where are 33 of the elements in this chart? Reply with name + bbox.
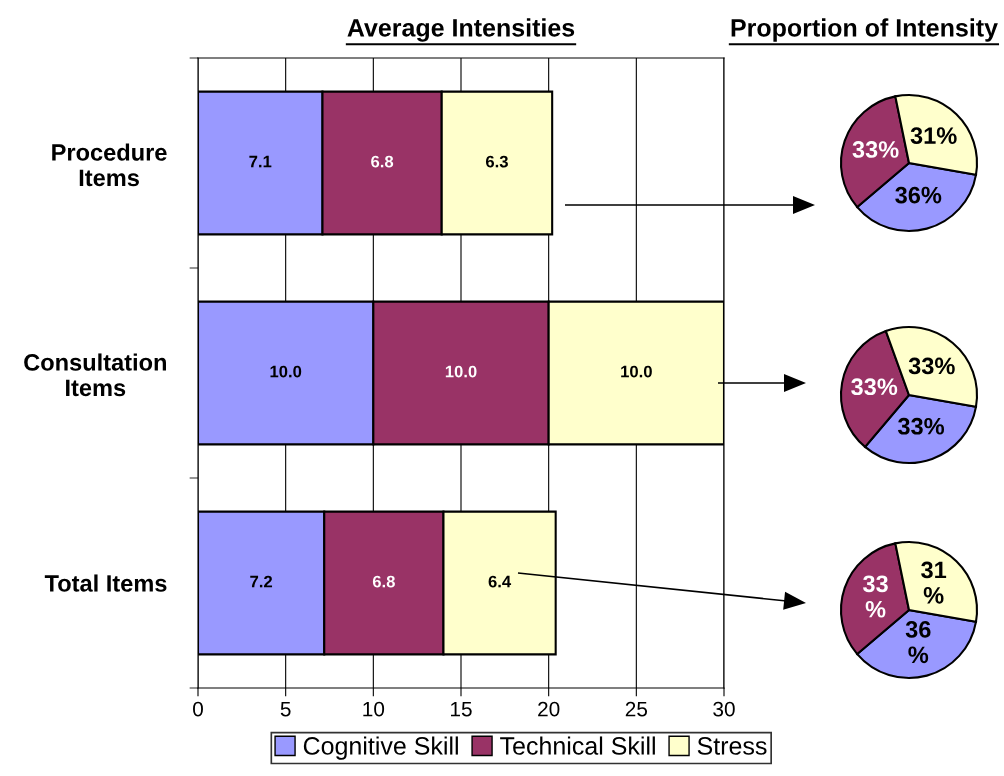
x-tick-label: 25 — [625, 701, 648, 717]
x-tick-label: 10 — [363, 701, 385, 717]
data-label: 6.8 — [371, 155, 394, 168]
data-label: 10.0 — [621, 365, 652, 378]
data-label: 33 % — [862, 575, 888, 618]
x-tick-label: 0 — [193, 701, 203, 717]
data-label: 31% — [910, 127, 957, 145]
x-tick-label: 30 — [713, 701, 735, 717]
chart-title: Average Intensities — [347, 18, 575, 42]
data-label: 7.1 — [249, 155, 272, 168]
y-tick-label: Procedure Items — [52, 143, 167, 187]
x-tick-label: 15 — [451, 701, 472, 717]
data-label: 10.0 — [445, 365, 477, 378]
data-label: 6.8 — [372, 575, 395, 588]
data-label: 33% — [908, 357, 955, 375]
legend-label: Stress — [697, 737, 767, 755]
data-label: 7.2 — [250, 575, 273, 588]
x-tick-label: 5 — [280, 701, 291, 717]
data-label: 33% — [897, 417, 945, 435]
data-label: 36 % — [905, 621, 931, 664]
legend-label: Technical Skill — [500, 736, 655, 755]
data-label: 36% — [895, 186, 942, 204]
chart-title: Proportion of Intensity — [731, 18, 998, 42]
data-label: 33% — [852, 141, 899, 158]
legend-label: Cognitive Skill — [303, 736, 458, 760]
data-label: 31 % — [921, 561, 947, 604]
data-label: 6.3 — [485, 155, 508, 168]
data-label: 33% — [851, 378, 898, 396]
y-tick-label: Total Items — [44, 574, 167, 592]
data-label: 10.0 — [270, 365, 302, 378]
y-tick-label: Consultation Items — [24, 353, 166, 397]
x-tick-label: 20 — [538, 701, 560, 717]
data-label: 6.4 — [488, 575, 512, 588]
